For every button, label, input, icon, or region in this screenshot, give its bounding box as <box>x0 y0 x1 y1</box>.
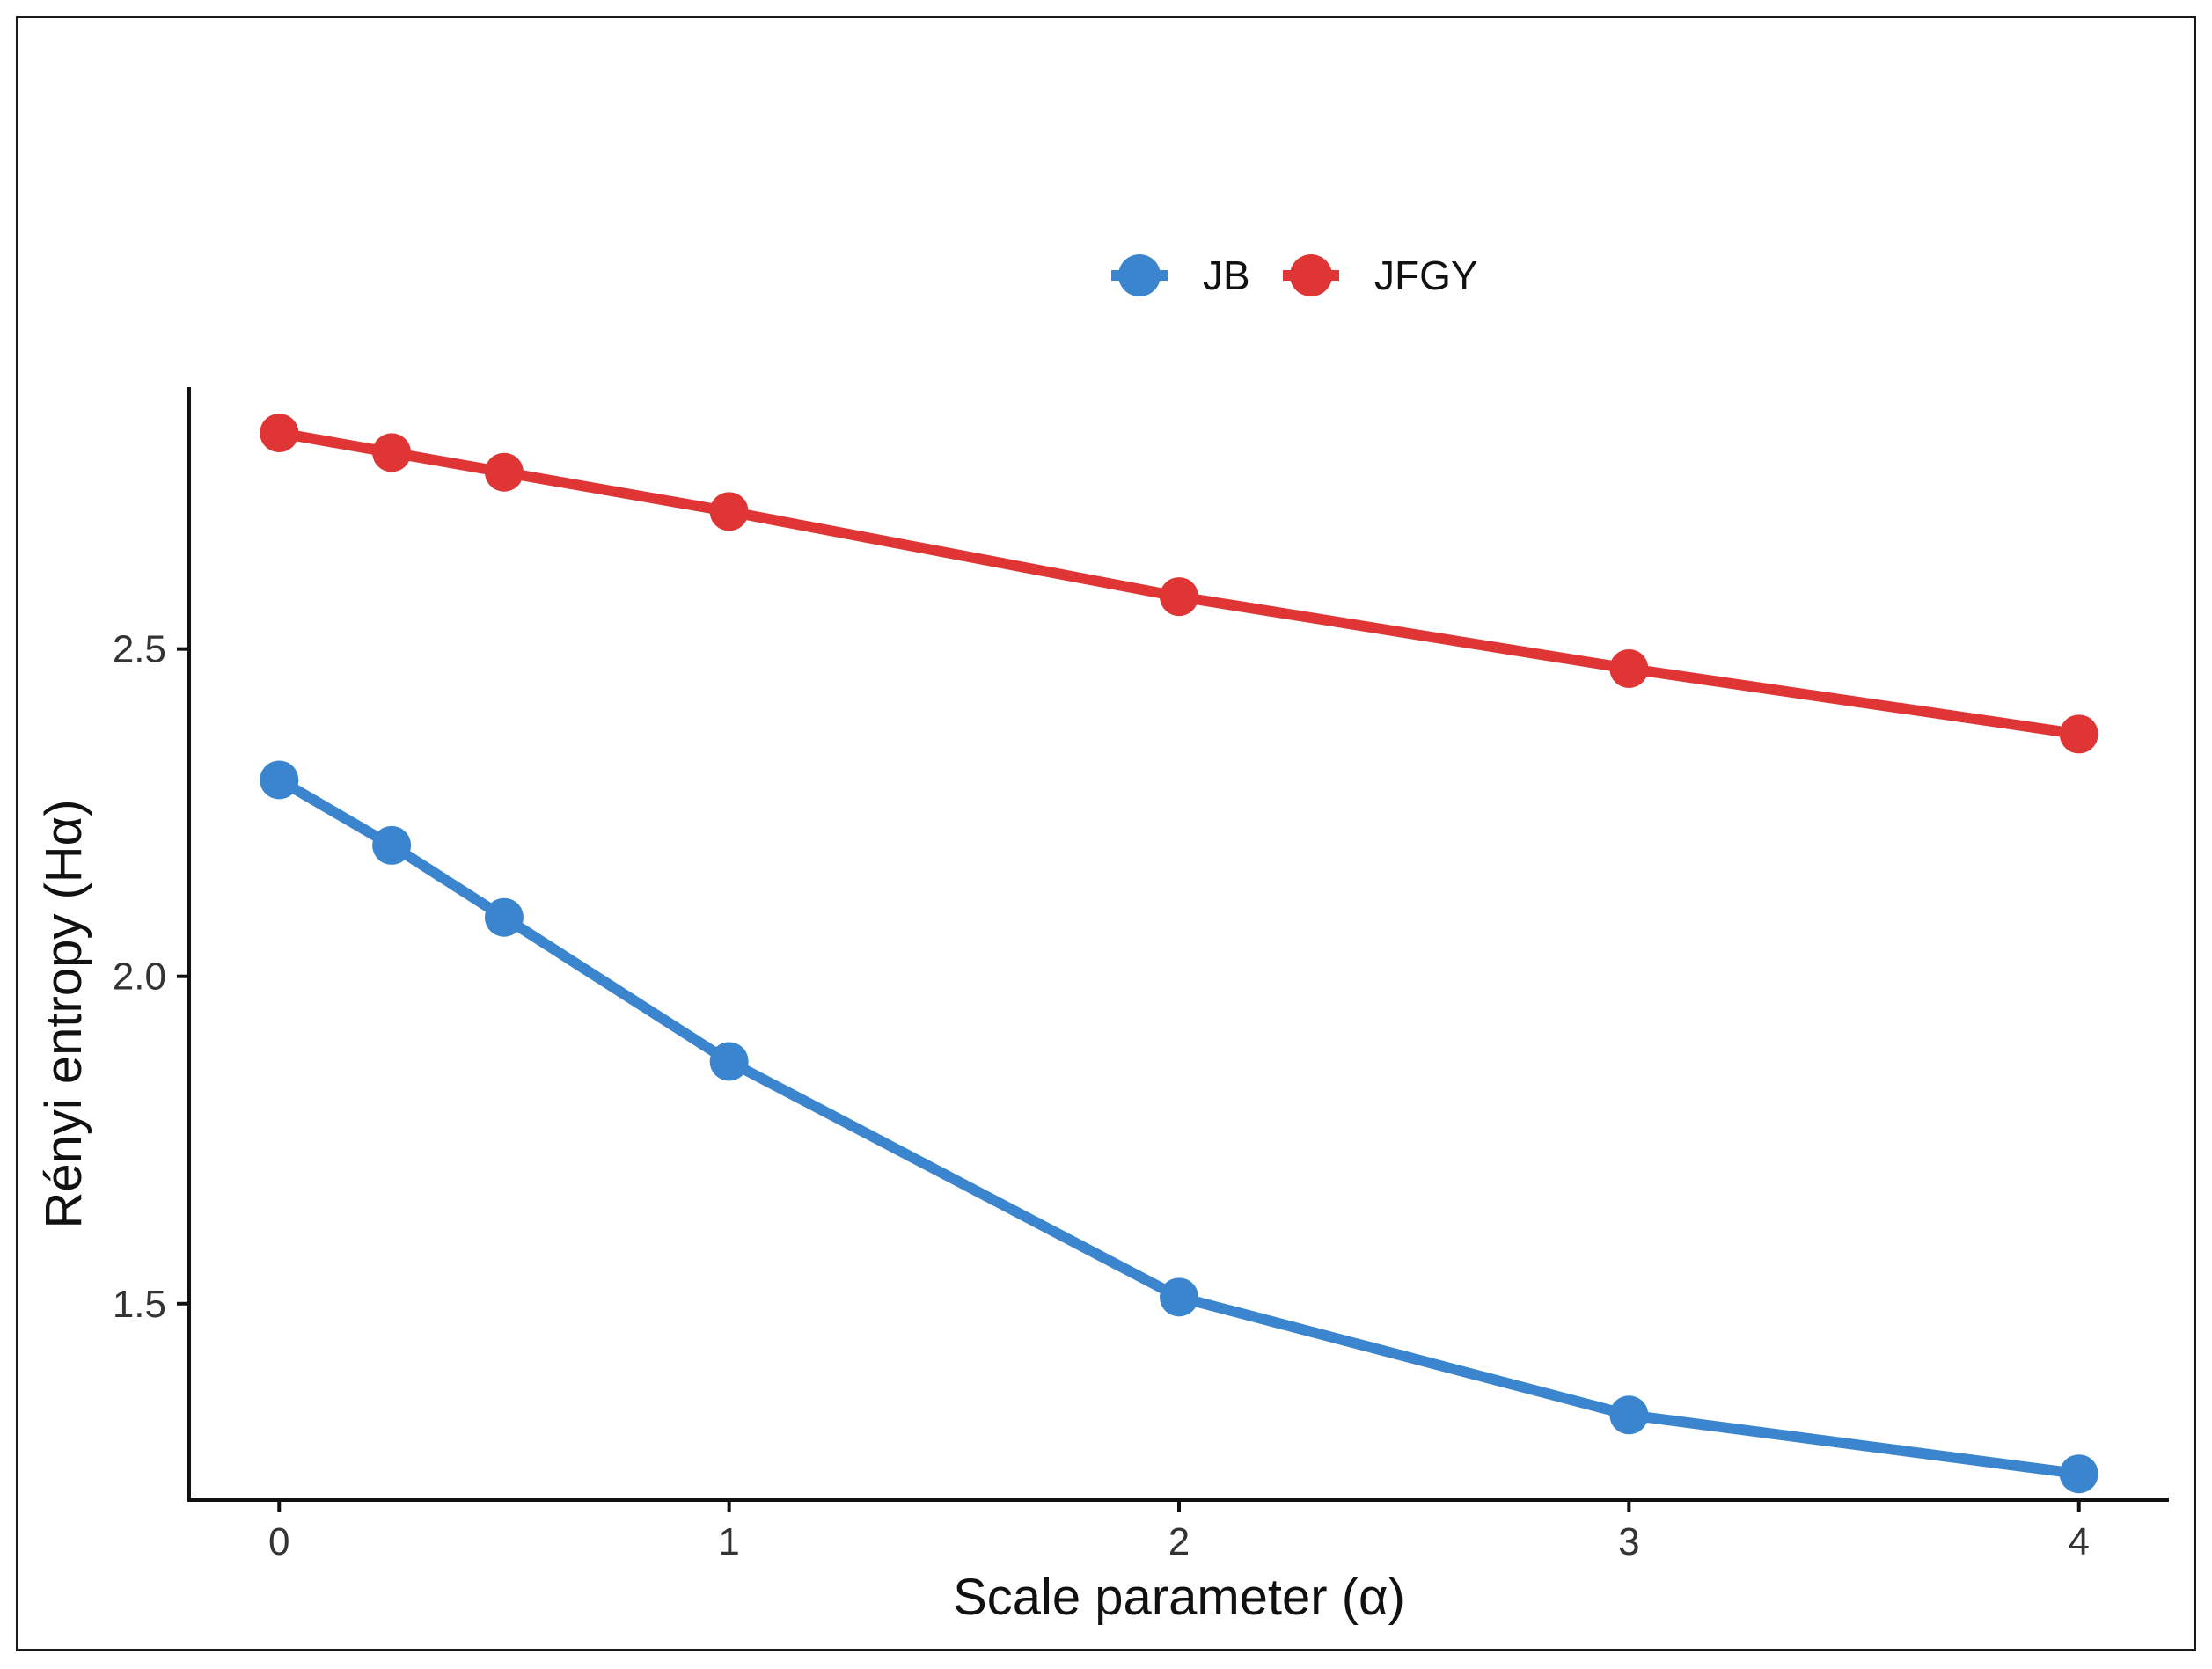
y-tick-label: 2.5 <box>113 628 166 671</box>
data-point-jfgy <box>709 492 749 531</box>
data-point-jfgy <box>2059 714 2098 754</box>
x-tick-label: 4 <box>2068 1520 2089 1563</box>
y-axis-ticks: 1.5 2.0 2.5 <box>113 628 189 1326</box>
data-point-jb <box>709 1042 749 1081</box>
series-line-jb <box>274 774 2084 1480</box>
x-axis-ticks: 0 1 2 3 4 <box>268 1500 2090 1563</box>
legend-swatch-marker-jfgy <box>1290 254 1332 296</box>
legend-swatch-marker-jb <box>1118 254 1161 296</box>
legend-item-jb: JB <box>1111 253 1250 298</box>
data-point-jfgy <box>1609 648 1649 688</box>
data-point-jfgy <box>1160 577 1198 617</box>
x-tick-label: 2 <box>1168 1520 1190 1563</box>
x-tick-label: 0 <box>268 1520 289 1563</box>
legend-item-jfgy: JFGY <box>1283 253 1478 298</box>
x-tick-label: 3 <box>1618 1520 1639 1563</box>
y-tick-label: 2.0 <box>113 955 166 999</box>
legend-label-jb: JB <box>1203 253 1250 298</box>
data-point-jb <box>372 825 412 865</box>
axes <box>187 387 2169 1502</box>
y-axis-title: Rényi entropy (Hα) <box>35 799 92 1228</box>
y-tick-label: 1.5 <box>113 1283 166 1326</box>
legend: JB JFGY <box>1111 253 1478 298</box>
data-point-jb <box>2059 1454 2098 1494</box>
data-point-jb <box>484 897 524 937</box>
series-jfgy <box>260 414 2098 754</box>
series-layer <box>260 414 2098 1494</box>
data-point-jb <box>1609 1395 1649 1435</box>
data-point-jfgy <box>372 433 412 472</box>
series-jb <box>260 760 2098 1494</box>
x-axis-title: Scale parameter (α) <box>953 1569 1405 1626</box>
data-point-jfgy <box>260 414 299 453</box>
data-point-jb <box>1160 1277 1198 1317</box>
x-tick-label: 1 <box>718 1520 739 1563</box>
legend-label-jfgy: JFGY <box>1374 253 1478 298</box>
data-point-jb <box>260 760 299 800</box>
data-point-jfgy <box>484 452 524 492</box>
